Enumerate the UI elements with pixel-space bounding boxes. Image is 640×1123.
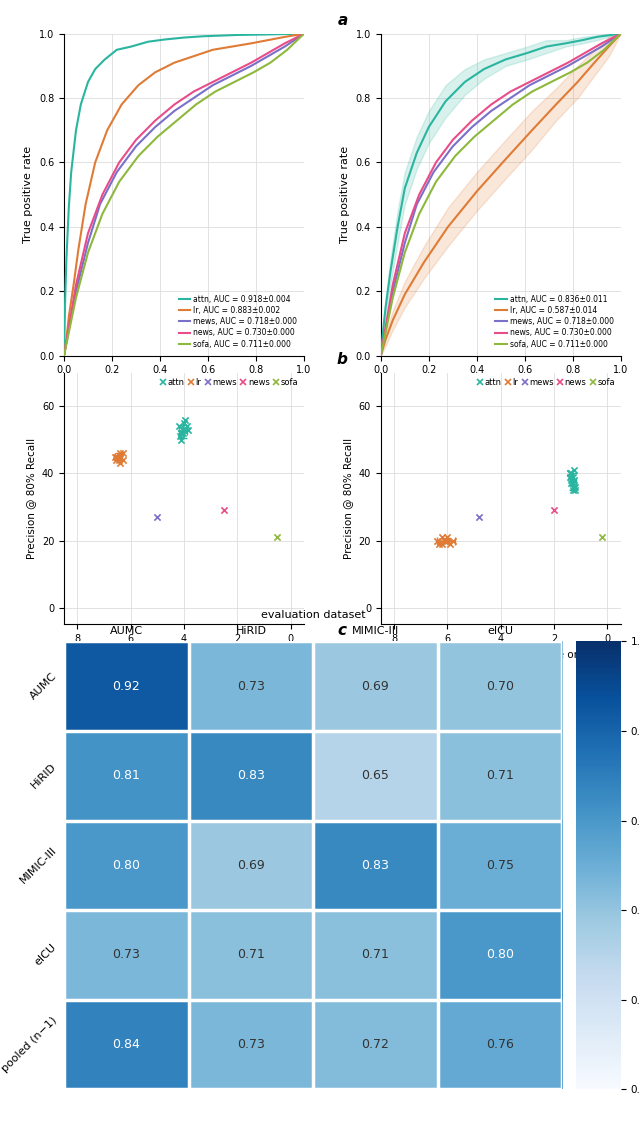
Point — [565, 464, 575, 482]
Point — [569, 462, 579, 480]
Text: 0.92: 0.92 — [113, 679, 140, 693]
Legend: attn, AUC = 0.836±0.011, lr, AUC = 0.587±0.014, mews, AUC = 0.718±0.000, news, A: attn, AUC = 0.836±0.011, lr, AUC = 0.587… — [492, 292, 617, 351]
Text: 0.81: 0.81 — [113, 769, 140, 783]
X-axis label: Median Earliness (hours before onset): Median Earliness (hours before onset) — [85, 650, 283, 659]
Point — [435, 535, 445, 553]
Point — [112, 448, 122, 466]
Point — [437, 528, 447, 546]
Point — [115, 448, 125, 466]
Point — [179, 414, 189, 432]
Point — [570, 481, 580, 499]
Y-axis label: True positive rate: True positive rate — [340, 146, 350, 244]
Point — [176, 424, 186, 442]
Point — [177, 421, 188, 439]
Legend: attn, lr, mews, news, sofa: attn, lr, mews, news, sofa — [159, 376, 300, 389]
Text: 0.80: 0.80 — [112, 859, 140, 871]
Point — [568, 467, 578, 485]
Point — [118, 451, 128, 469]
Text: 0.73: 0.73 — [237, 679, 265, 693]
Text: 0.80: 0.80 — [486, 949, 514, 961]
Text: 0.83: 0.83 — [237, 769, 265, 783]
Point — [183, 421, 193, 439]
Point — [179, 421, 189, 439]
Y-axis label: True positive rate: True positive rate — [23, 146, 33, 244]
Text: b: b — [337, 351, 348, 367]
Y-axis label: Precision @ 80% Recall: Precision @ 80% Recall — [343, 438, 353, 559]
Point — [568, 477, 578, 495]
Point — [569, 471, 579, 489]
Legend: attn, lr, mews, news, sofa: attn, lr, mews, news, sofa — [476, 376, 616, 389]
Text: 0.72: 0.72 — [362, 1038, 389, 1051]
Text: a: a — [337, 13, 348, 28]
Point — [176, 424, 186, 442]
Text: 0.73: 0.73 — [113, 949, 140, 961]
Point — [442, 528, 452, 546]
Text: 0.73: 0.73 — [237, 1038, 265, 1051]
Text: 0.70: 0.70 — [486, 679, 514, 693]
Point — [111, 451, 121, 469]
Point — [109, 448, 120, 466]
Text: 0.71: 0.71 — [486, 769, 514, 783]
Legend: attn, AUC = 0.918±0.004, lr, AUC = 0.883±0.002, mews, AUC = 0.718±0.000, news, A: attn, AUC = 0.918±0.004, lr, AUC = 0.883… — [175, 292, 300, 351]
Point — [570, 477, 580, 495]
Y-axis label: Precision @ 80% Recall: Precision @ 80% Recall — [26, 438, 36, 559]
Point — [442, 531, 452, 549]
Point — [566, 464, 577, 482]
Point — [175, 428, 185, 446]
Text: 0.65: 0.65 — [362, 769, 389, 783]
Point — [437, 535, 447, 553]
Point — [566, 474, 577, 492]
Point — [448, 531, 458, 549]
Text: 0.83: 0.83 — [362, 859, 389, 871]
Point — [173, 418, 184, 436]
Point — [219, 501, 229, 519]
Point — [113, 451, 124, 469]
Point — [152, 508, 163, 526]
Point — [566, 471, 577, 489]
Point — [272, 528, 282, 546]
Point — [565, 467, 575, 485]
Text: 0.76: 0.76 — [486, 1038, 514, 1051]
Text: 0.69: 0.69 — [237, 859, 265, 871]
Point — [177, 424, 188, 442]
Text: 0.71: 0.71 — [237, 949, 265, 961]
Point — [431, 531, 442, 549]
Text: 0.75: 0.75 — [486, 859, 514, 871]
Text: 0.71: 0.71 — [362, 949, 389, 961]
Text: 0.84: 0.84 — [113, 1038, 140, 1051]
Point — [568, 474, 578, 492]
Point — [115, 445, 125, 463]
Point — [180, 411, 191, 429]
Point — [112, 448, 122, 466]
Text: c: c — [338, 623, 347, 638]
Point — [115, 455, 125, 473]
Point — [597, 528, 607, 546]
Text: 0.69: 0.69 — [362, 679, 389, 693]
Point — [440, 531, 450, 549]
Point — [118, 445, 128, 463]
X-axis label: False positive rate: False positive rate — [450, 381, 552, 391]
Point — [568, 481, 578, 499]
Point — [182, 418, 192, 436]
X-axis label: False positive rate: False positive rate — [133, 381, 235, 391]
Point — [549, 501, 559, 519]
Point — [565, 464, 575, 482]
X-axis label: Median Earliness (hours before onset): Median Earliness (hours before onset) — [402, 650, 600, 659]
Point — [474, 508, 484, 526]
Point — [176, 431, 186, 449]
Point — [440, 531, 450, 549]
Point — [445, 535, 455, 553]
X-axis label: evaluation dataset: evaluation dataset — [261, 610, 365, 620]
